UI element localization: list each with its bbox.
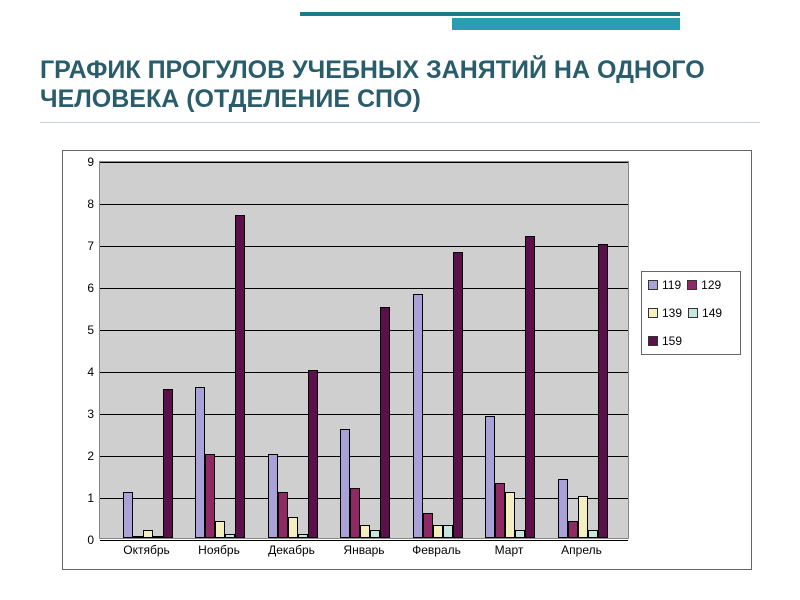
bar [350, 488, 360, 538]
legend-item: 129 [687, 278, 721, 292]
bar [215, 521, 225, 538]
legend-item: 149 [688, 306, 722, 320]
gridline [100, 498, 628, 499]
bar [423, 513, 433, 538]
legend-swatch [687, 280, 697, 290]
bar [298, 534, 308, 538]
gridline [100, 162, 628, 163]
bar [558, 479, 568, 538]
gridline [100, 456, 628, 457]
chart-container: 0123456789 Октябрь Ноябрь Декабрь Январь Фев… [62, 150, 752, 570]
gridline [100, 540, 628, 541]
x-tick-label: Декабрь [268, 543, 315, 557]
header-decorator [300, 12, 680, 32]
bar [370, 530, 380, 538]
bar [568, 521, 578, 538]
legend-swatch [648, 280, 658, 290]
bar [443, 525, 453, 538]
legend-label: 119 [662, 278, 681, 292]
legend-label: 159 [662, 334, 682, 348]
x-axis-labels: Октябрь Ноябрь Декабрь Январь Февраль Март Апр… [99, 543, 629, 563]
y-tick-label: 2 [87, 449, 100, 463]
bar [453, 252, 463, 538]
legend-item: 159 [648, 334, 682, 348]
y-tick-label: 7 [87, 239, 100, 253]
legend-swatch [648, 336, 658, 346]
bar [360, 525, 370, 538]
bar [578, 496, 588, 538]
bar [225, 534, 235, 538]
bar [495, 483, 505, 538]
bar [485, 416, 495, 538]
y-tick-label: 4 [87, 365, 100, 379]
gridline [100, 330, 628, 331]
bar [235, 215, 245, 538]
bar [268, 454, 278, 538]
bar [163, 389, 173, 538]
legend-label: 149 [702, 306, 722, 320]
x-tick-label: Октябрь [123, 543, 170, 557]
bar [588, 530, 598, 538]
bar [143, 530, 153, 538]
gridline [100, 204, 628, 205]
bar [515, 530, 525, 538]
y-tick-label: 3 [87, 407, 100, 421]
bar [195, 387, 205, 538]
bar [505, 492, 515, 538]
y-tick-label: 5 [87, 323, 100, 337]
legend-row: 159 [648, 334, 734, 348]
legend-row: 139 149 [648, 306, 734, 320]
bar [380, 307, 390, 538]
plot-area: 0123456789 [99, 161, 629, 539]
y-tick-label: 9 [87, 155, 100, 169]
x-tick-label: Ноябрь [198, 543, 240, 557]
bar [153, 536, 163, 538]
y-tick-label: 6 [87, 281, 100, 295]
bar [123, 492, 133, 538]
legend-item: 139 [648, 306, 682, 320]
legend-label: 139 [662, 306, 682, 320]
gridline [100, 288, 628, 289]
legend-label: 129 [701, 278, 721, 292]
bar [288, 517, 298, 538]
bar [308, 370, 318, 538]
bar [340, 429, 350, 538]
bar [205, 454, 215, 538]
gridline [100, 372, 628, 373]
x-tick-label: Февраль [412, 543, 461, 557]
x-tick-label: Апрель [561, 543, 602, 557]
legend-swatch [648, 308, 658, 318]
bar [133, 536, 143, 538]
bar [413, 294, 423, 538]
gridline [100, 246, 628, 247]
bar [278, 492, 288, 538]
bar [525, 236, 535, 538]
y-tick-label: 8 [87, 197, 100, 211]
gridline [100, 414, 628, 415]
x-tick-label: Январь [343, 543, 384, 557]
y-tick-label: 1 [87, 491, 100, 505]
legend-item: 119 [648, 278, 681, 292]
legend: 119 129 139 149 159 [641, 271, 741, 355]
bar [598, 244, 608, 538]
legend-row: 119 129 [648, 278, 734, 292]
page-title: ГРАФИК ПРОГУЛОВ УЧЕБНЫХ ЗАНЯТИЙ НА ОДНОГ… [40, 56, 760, 123]
legend-swatch [688, 308, 698, 318]
bar [433, 525, 443, 538]
x-tick-label: Март [495, 543, 524, 557]
